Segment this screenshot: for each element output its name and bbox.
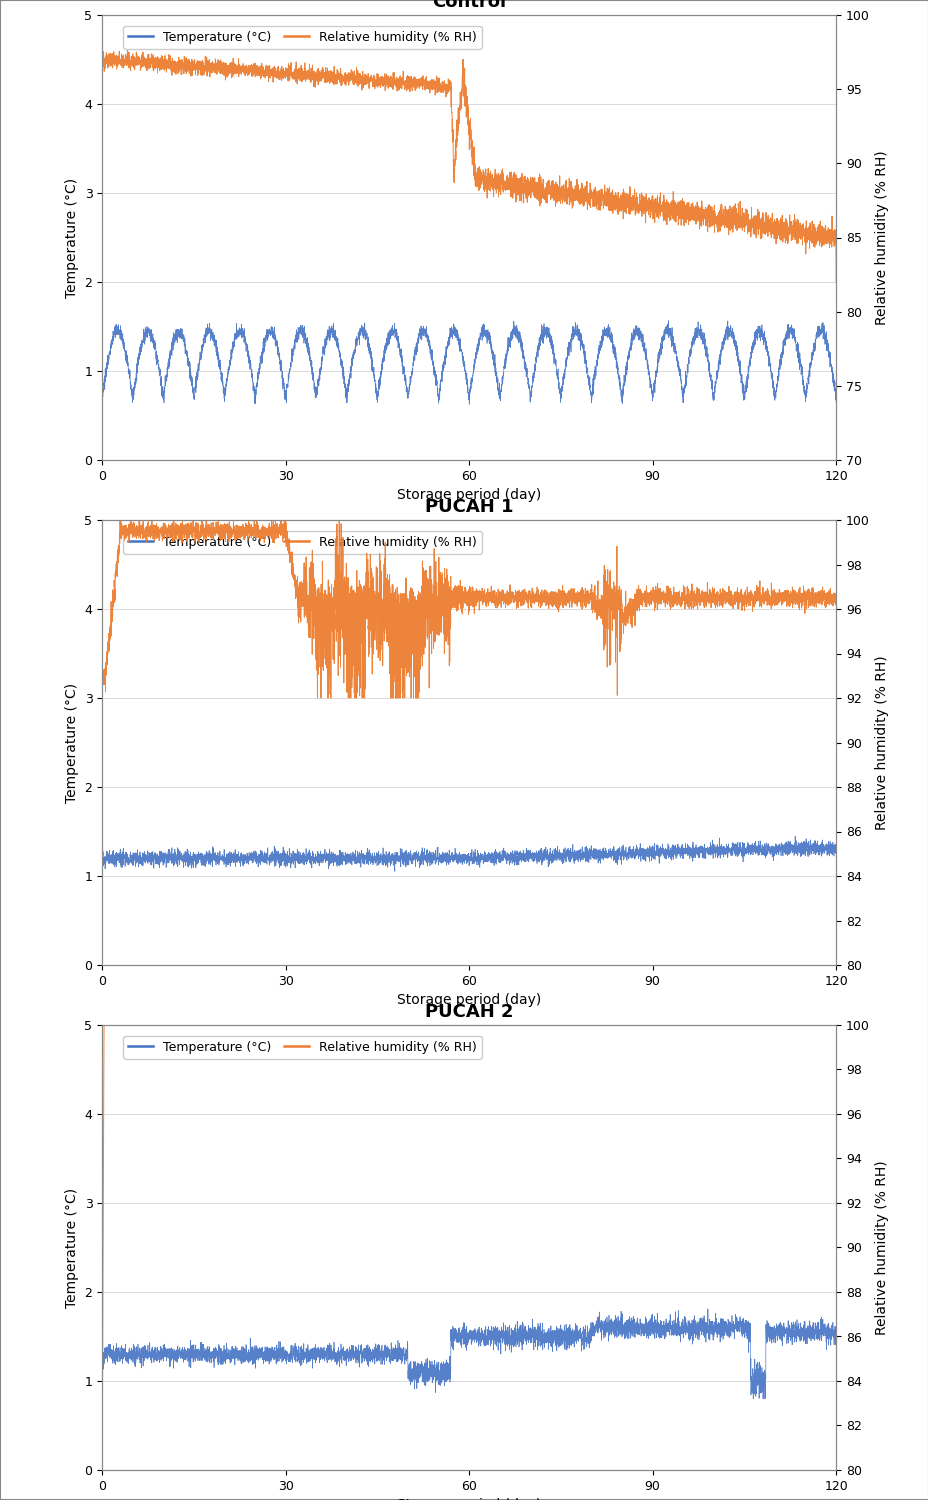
Y-axis label: Relative humidity (% RH): Relative humidity (% RH): [874, 656, 888, 830]
Title: PUCAH 2: PUCAH 2: [424, 1002, 513, 1020]
X-axis label: Storage period (day): Storage period (day): [396, 489, 541, 502]
Y-axis label: Temperature (°C): Temperature (°C): [65, 177, 79, 297]
Y-axis label: Temperature (°C): Temperature (°C): [65, 1188, 79, 1308]
Legend: Temperature (°C), Relative humidity (% RH): Temperature (°C), Relative humidity (% R…: [123, 1035, 481, 1059]
Legend: Temperature (°C), Relative humidity (% RH): Temperature (°C), Relative humidity (% R…: [123, 26, 481, 48]
Y-axis label: Temperature (°C): Temperature (°C): [65, 682, 79, 802]
X-axis label: Storage period (day): Storage period (day): [396, 1498, 541, 1500]
Y-axis label: Relative humidity (% RH): Relative humidity (% RH): [874, 1160, 888, 1335]
Y-axis label: Relative humidity (% RH): Relative humidity (% RH): [874, 150, 888, 326]
Title: Control: Control: [432, 0, 506, 10]
Legend: Temperature (°C), Relative humidity (% RH): Temperature (°C), Relative humidity (% R…: [123, 531, 481, 554]
Title: PUCAH 1: PUCAH 1: [424, 498, 513, 516]
X-axis label: Storage period (day): Storage period (day): [396, 993, 541, 1008]
